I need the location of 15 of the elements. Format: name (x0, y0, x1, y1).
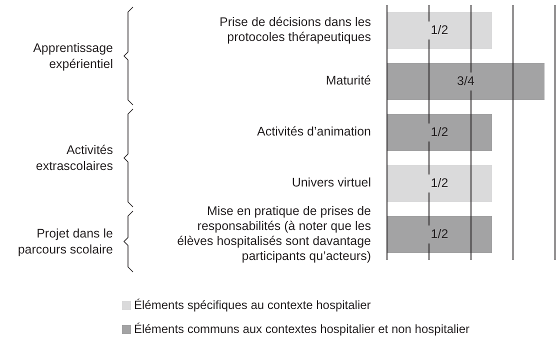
legend-label: Éléments spécifiques au contexte hospitalier (134, 298, 371, 312)
legend-label: Éléments communs aux contextes hospitalier et non hospitalier (134, 322, 470, 336)
text: Projet dans le parcours scolaire (18, 226, 114, 256)
data-label: 3/4 (457, 74, 474, 88)
y-tick-label: Activités d’animation (257, 124, 372, 139)
y-tick-label: Maturité (326, 74, 372, 88)
text: Apprentissage expérientiel (33, 41, 114, 71)
data-label: 1/2 (430, 22, 448, 37)
data-label: 1/2 (430, 176, 448, 190)
y-tick-label: Mise en pratique de prises de responsabilités (à noter que les élèves hospitalisés sont davantage participants qu’acteurs) (177, 204, 372, 264)
data-label: 1/2 (430, 124, 448, 139)
text: Activités extrascolaires (36, 143, 113, 173)
y-tick-label: Univers virtuel (292, 176, 371, 190)
y-tick-label: Prise de décisions dans les protocoles thérapeutiques (220, 15, 371, 44)
data-label: 1/2 (430, 226, 448, 241)
